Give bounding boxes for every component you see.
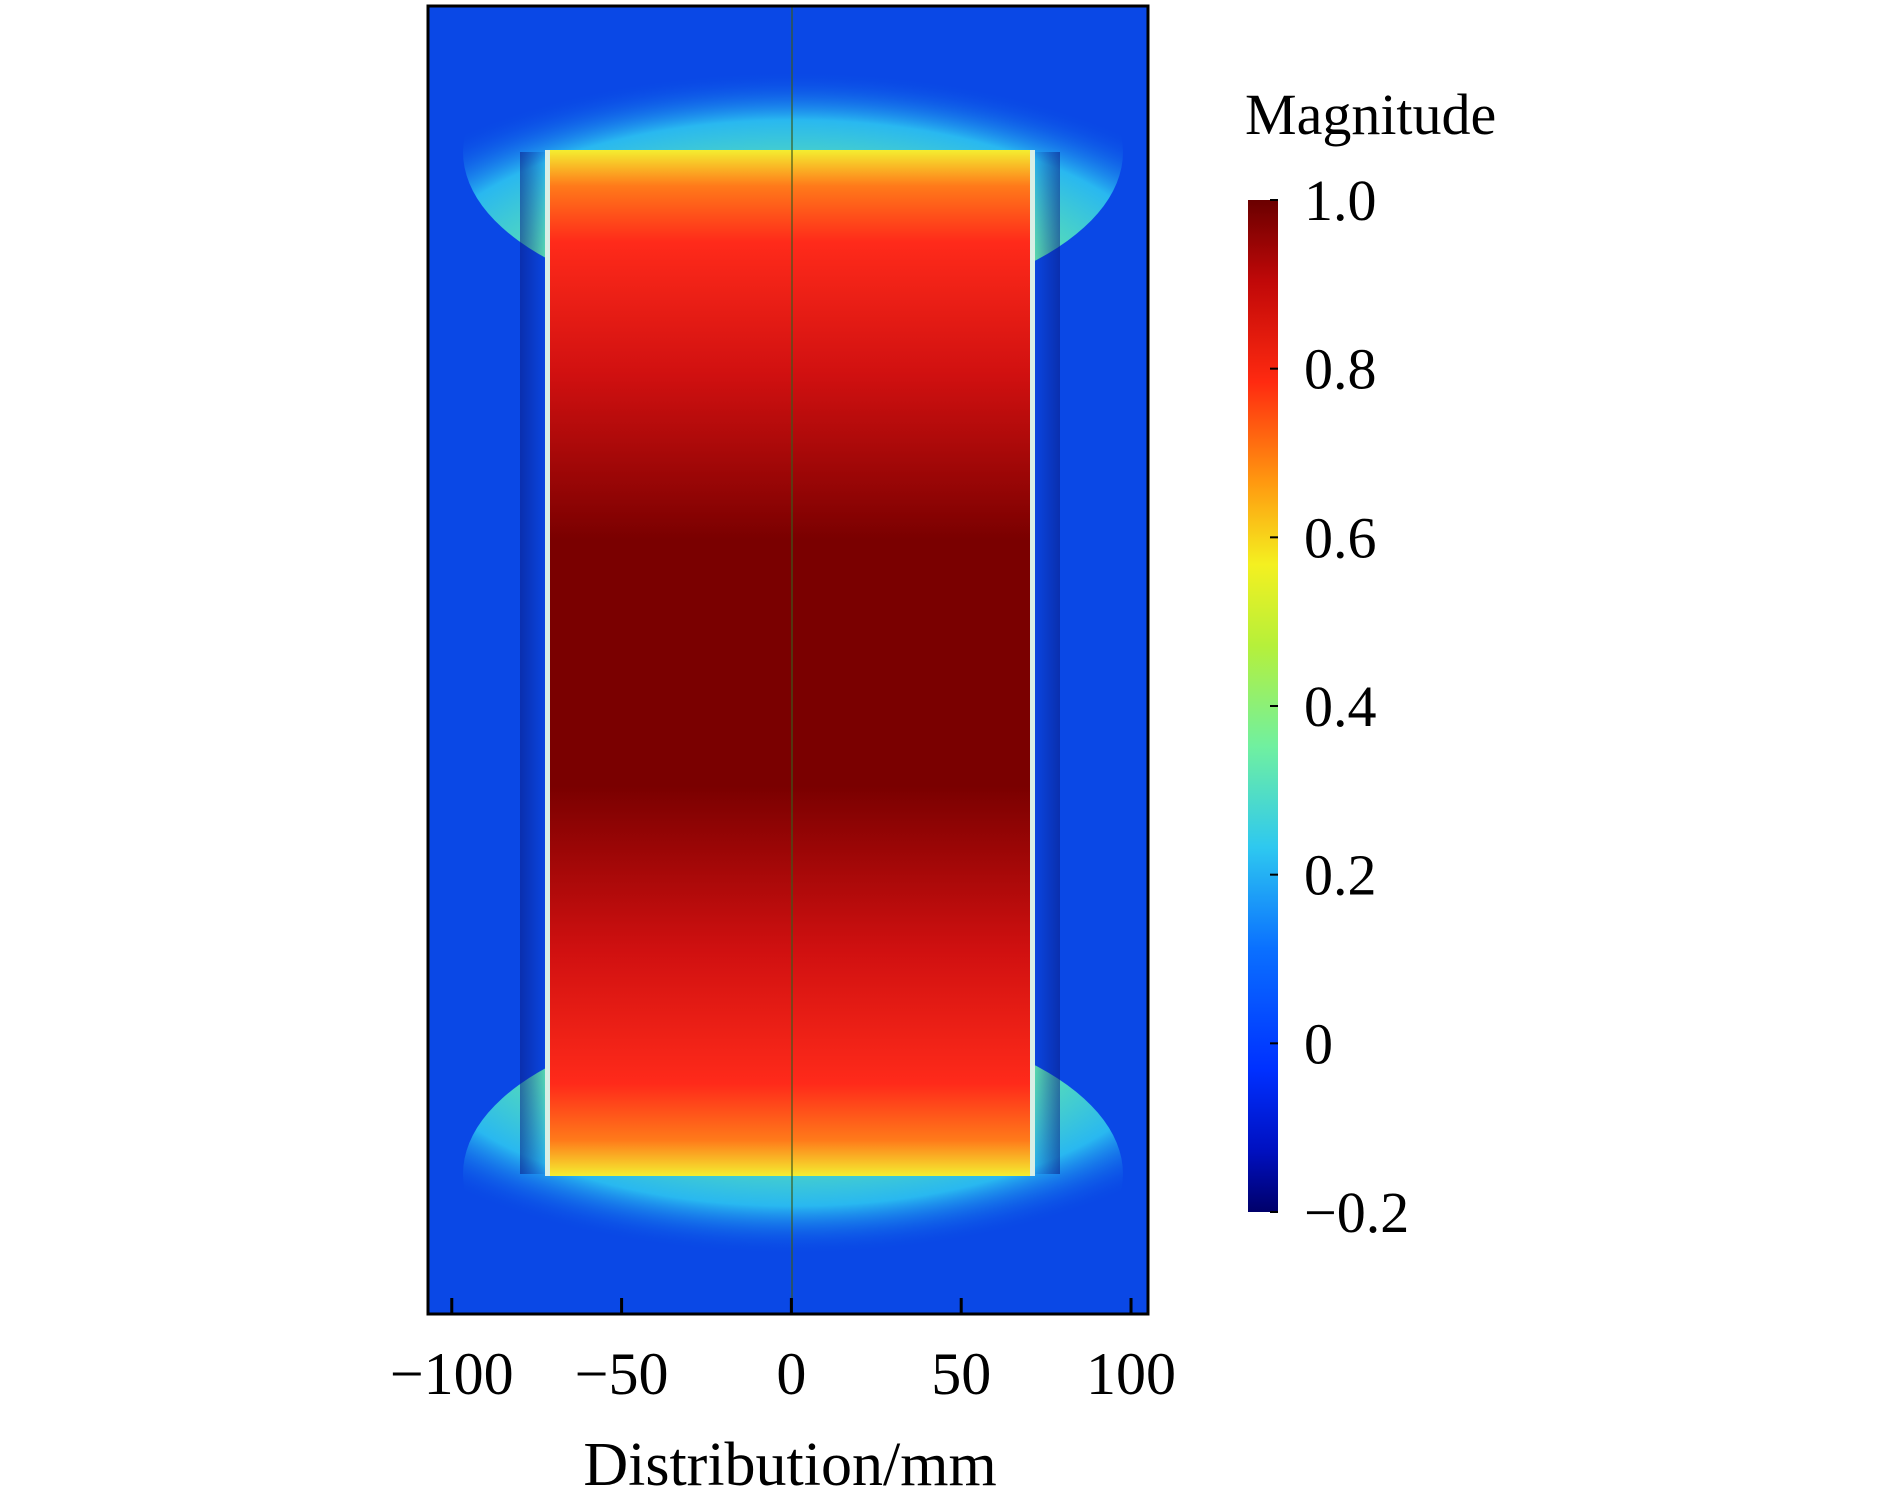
x-tick-label: −50 bbox=[575, 1341, 669, 1407]
field-interior bbox=[548, 150, 1032, 1176]
heatmap-field bbox=[428, 6, 1148, 1314]
field-left-wall bbox=[545, 150, 550, 1176]
colorbar-tick-label: 0.2 bbox=[1304, 843, 1377, 908]
colorbar-ticks bbox=[1270, 199, 1278, 1213]
colorbar-tick-label: 0.4 bbox=[1304, 674, 1377, 739]
colorbar-tick-labels: 1.0 0.8 0.6 0.4 0.2 0 −0.2 bbox=[1304, 168, 1409, 1245]
x-tick-label: 0 bbox=[776, 1341, 806, 1407]
colorbar-label: Magnitude bbox=[1245, 82, 1496, 147]
colorbar-tick-label: 0.6 bbox=[1304, 505, 1377, 570]
x-tick-label: 100 bbox=[1086, 1341, 1176, 1407]
colorbar-tick-label: 0 bbox=[1304, 1011, 1333, 1076]
field-right-wall bbox=[1030, 150, 1035, 1176]
plot-frame bbox=[426, 4, 1150, 1316]
x-axis-ticks bbox=[450, 1298, 1133, 1314]
colorbar-tick-label: 1.0 bbox=[1304, 168, 1377, 233]
x-tick-label: 50 bbox=[931, 1341, 991, 1407]
field-left-shade bbox=[520, 152, 548, 1174]
field-right-shade bbox=[1032, 152, 1060, 1174]
x-axis-label: Distribution/mm bbox=[583, 1431, 996, 1488]
colorbar-tick-label: −0.2 bbox=[1304, 1180, 1409, 1245]
x-tick-label: −100 bbox=[390, 1341, 514, 1407]
x-axis-tick-labels: −100 −50 0 50 100 bbox=[390, 1341, 1176, 1407]
colorbar-tick-label: 0.8 bbox=[1304, 337, 1377, 402]
